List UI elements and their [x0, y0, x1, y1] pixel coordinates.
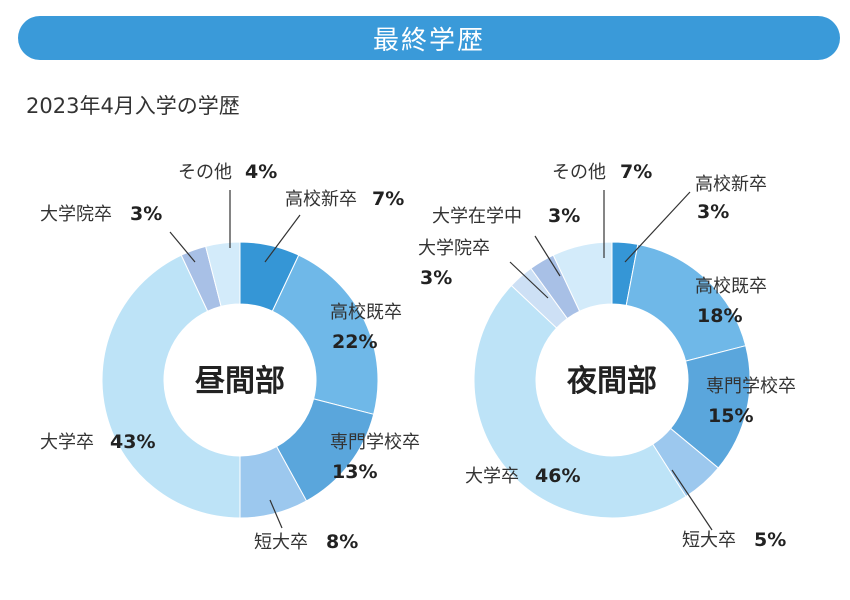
slice-label-value: 46% [535, 465, 580, 487]
slice-label-name: 短大卒 [682, 530, 736, 551]
slice-label-value: 8% [326, 531, 358, 553]
slice-label-value: 13% [332, 461, 377, 483]
slice-label-name: その他 [178, 162, 232, 183]
slice-label-name: 専門学校卒 [706, 376, 796, 397]
leader-line [534, 235, 561, 277]
slice-label-name: 大学院卒 [418, 238, 490, 259]
center-label: 夜間部 [566, 364, 657, 399]
slice-その他 [552, 241, 613, 312]
leader-line [169, 231, 196, 263]
slice-label-value: 3% [548, 205, 580, 227]
leader-line [264, 214, 301, 263]
slice-大学卒 [101, 254, 241, 519]
slice-label-name: 大学卒 [40, 432, 94, 453]
donut-chart-2: 夜間部 高校新卒 3% 高校既卒 18% 専門学校卒 15% 短大卒 5% 大学卒 46% 大学院卒 3… [418, 161, 796, 551]
slice-label-name: 大学院卒 [40, 204, 112, 225]
slice-label-value: 22% [332, 331, 377, 353]
slice-label-name: 高校既卒 [330, 302, 402, 323]
leader-line [509, 261, 549, 299]
slice-label-value: 7% [372, 188, 404, 210]
leader-line [269, 499, 283, 529]
slice-label-name: その他 [552, 162, 606, 183]
slice-label-value: 5% [754, 529, 786, 551]
donut-chart-1: 昼間部 高校新卒 7% 高校既卒 22% 専門学校卒 13% 短大卒 8% 大学卒 43% 大学院卒 3… [40, 161, 420, 553]
slice-label-name: 高校新卒 [695, 174, 767, 195]
chart-subtitle: 2023年4月入学の学歴 [26, 94, 240, 118]
slice-label-value: 4% [245, 161, 277, 183]
slice-label-name: 高校既卒 [695, 276, 767, 297]
slice-label-value: 3% [130, 203, 162, 225]
center-label: 昼間部 [195, 364, 285, 399]
slice-label-value: 15% [708, 405, 753, 427]
leader-line [624, 191, 691, 263]
leader-line [671, 469, 713, 531]
slice-label-value: 43% [110, 431, 155, 453]
slice-label-name: 短大卒 [254, 532, 308, 553]
slice-label-name: 高校新卒 [285, 189, 357, 210]
slice-大学卒 [473, 284, 687, 519]
header-title: 最終学歴 [372, 25, 485, 56]
slice-label-value: 3% [420, 267, 452, 289]
slice-label-name: 大学在学中 [432, 206, 522, 227]
slice-label-name: 大学卒 [465, 466, 519, 487]
slice-label-name: 専門学校卒 [330, 432, 420, 453]
header-bar: 最終学歴 [18, 16, 840, 60]
slice-その他 [205, 241, 241, 307]
slice-高校既卒 [625, 243, 747, 362]
slice-label-value: 18% [697, 305, 742, 327]
slice-label-value: 7% [620, 161, 652, 183]
slice-高校既卒 [271, 254, 379, 415]
slice-label-value: 3% [697, 201, 729, 223]
